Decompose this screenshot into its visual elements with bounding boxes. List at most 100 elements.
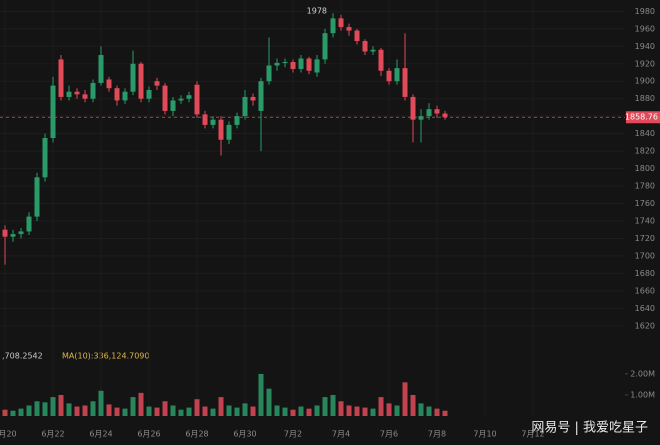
volume-bar xyxy=(314,405,320,416)
volume-bar xyxy=(266,388,272,416)
volume-bar xyxy=(218,397,224,416)
candle-body xyxy=(90,82,96,99)
volume-bar xyxy=(18,408,24,416)
candle-body xyxy=(266,65,272,82)
volume-bar xyxy=(2,409,8,416)
volume-bar xyxy=(210,408,216,416)
volume-bar xyxy=(154,407,160,416)
volume-bar xyxy=(306,408,312,416)
candle-body xyxy=(10,234,16,237)
volume-bar xyxy=(178,409,184,416)
candle-body xyxy=(330,18,336,34)
y-tick-label: 1740 xyxy=(635,216,655,225)
volume-bar xyxy=(250,406,256,416)
candle-body xyxy=(50,85,56,138)
volume-bar xyxy=(58,394,64,416)
candle-body xyxy=(378,49,384,71)
candle-body xyxy=(306,58,312,71)
candle-body xyxy=(402,68,408,97)
x-tick-label: 7月6 xyxy=(380,430,398,439)
volume-bar xyxy=(130,397,136,416)
candle-body xyxy=(202,114,208,125)
candle-body xyxy=(442,113,448,118)
y-tick-label: 1940 xyxy=(635,42,655,51)
volume-bar xyxy=(82,405,88,416)
volume-bar xyxy=(50,397,56,416)
volume-bar xyxy=(426,406,432,416)
candle-body xyxy=(98,55,104,83)
candle-body xyxy=(322,33,328,60)
y-tick-label: 1900 xyxy=(635,77,655,86)
y-tick-label: 1840 xyxy=(635,129,655,138)
candle-body xyxy=(370,49,376,52)
candle-body xyxy=(66,91,72,97)
y-tick-label: 1780 xyxy=(635,182,655,191)
volume-bar xyxy=(290,409,296,416)
last-price-label: 1858.76 xyxy=(625,113,658,122)
candle-body xyxy=(82,94,88,99)
volume-bar xyxy=(226,405,232,416)
watermark: 网易号 | 我爱吃星子 xyxy=(531,420,648,436)
volume-bar xyxy=(194,399,200,416)
candle-body xyxy=(346,27,352,31)
y-tick-label: 1920 xyxy=(635,59,655,68)
candle-body xyxy=(178,98,184,101)
candle-body xyxy=(122,91,128,101)
x-tick-label: 6月22 xyxy=(41,430,64,439)
last-price-box xyxy=(626,111,660,124)
candle-body xyxy=(418,116,424,120)
volume-bar xyxy=(346,405,352,416)
candle-body xyxy=(410,96,416,120)
candle-body xyxy=(218,119,224,140)
x-tick-label: 7月10 xyxy=(473,430,496,439)
volume-bar xyxy=(186,407,192,416)
candle-body xyxy=(58,59,64,97)
volume-bar xyxy=(138,392,144,416)
candle-body xyxy=(74,91,80,95)
x-tick-label: 7月4 xyxy=(332,430,350,439)
candle-body xyxy=(426,109,432,117)
volume-bar xyxy=(362,407,368,416)
candle-body xyxy=(138,63,144,99)
candle-body xyxy=(242,96,248,117)
volume-bar xyxy=(122,408,128,416)
candle-body xyxy=(298,58,304,69)
candle-body xyxy=(26,216,32,232)
candle-body xyxy=(146,89,152,99)
candle-body xyxy=(186,95,192,99)
volume-bar xyxy=(386,403,392,416)
volume-bar xyxy=(98,390,104,416)
candle-body xyxy=(314,59,320,73)
volume-bar xyxy=(330,394,336,416)
volume-bar xyxy=(258,373,264,416)
volume-bar xyxy=(234,407,240,416)
volume-bar xyxy=(298,406,304,416)
y-tick-label: 1820 xyxy=(635,147,655,156)
candle-body xyxy=(338,18,344,28)
candle-body xyxy=(162,85,168,111)
volume-bar xyxy=(146,406,152,416)
y-tick-label: 1680 xyxy=(635,269,655,278)
candle-body xyxy=(274,62,280,66)
y-tick-label: 1700 xyxy=(635,251,655,260)
candle-body xyxy=(154,81,160,86)
y-tick-label: 1960 xyxy=(635,24,655,33)
x-tick-label: 7月2 xyxy=(284,430,302,439)
candle-body xyxy=(282,62,288,64)
candle-body xyxy=(130,63,136,92)
candle-body xyxy=(210,119,216,125)
volume-bar xyxy=(274,405,280,416)
volume-bar xyxy=(338,401,344,416)
volume-bar xyxy=(410,394,416,416)
candle-body xyxy=(2,229,8,237)
candle-body xyxy=(250,96,256,101)
x-tick-label: 6月26 xyxy=(137,430,160,439)
candle-body xyxy=(42,138,48,178)
y-tick-label: 1720 xyxy=(635,234,655,243)
volume-bar xyxy=(442,410,448,416)
volume-bar xyxy=(162,401,168,416)
volume-bar xyxy=(10,410,16,416)
candle-body xyxy=(434,109,440,114)
y-tick-label: 1880 xyxy=(635,94,655,103)
